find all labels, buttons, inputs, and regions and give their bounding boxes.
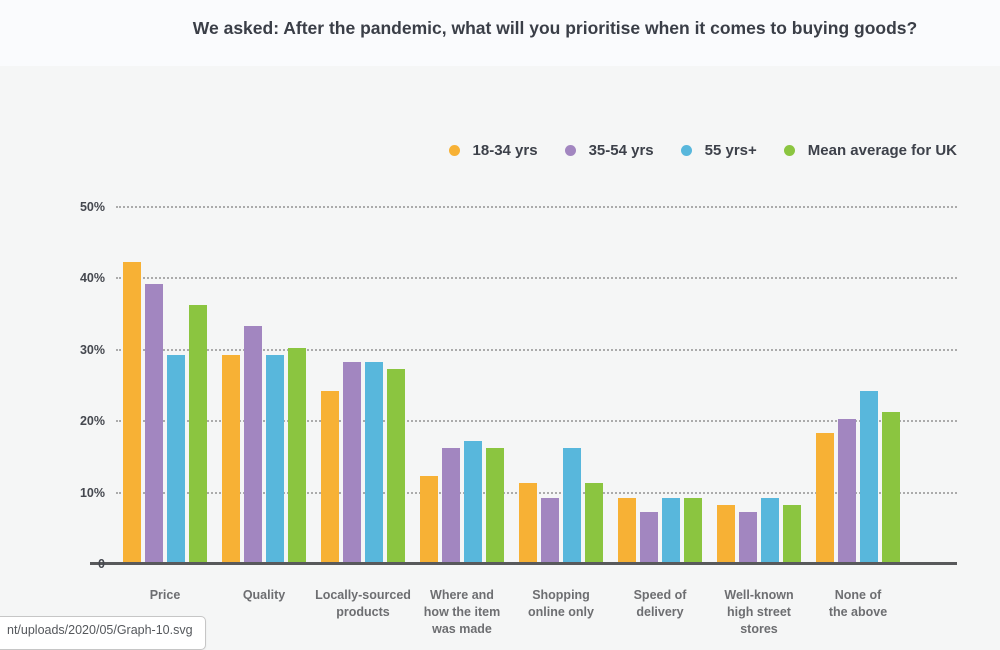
x-axis-baseline <box>90 562 957 565</box>
bar <box>145 284 163 562</box>
category-label: Speed of delivery <box>633 588 687 619</box>
chart-title: We asked: After the pandemic, what will … <box>192 17 918 38</box>
gridline-30 <box>116 348 957 351</box>
legend-label: 35-54 yrs <box>588 142 654 159</box>
bar <box>882 412 900 562</box>
bar <box>816 433 834 562</box>
bar <box>739 512 757 562</box>
bar <box>541 498 559 562</box>
bar <box>519 483 537 562</box>
bar <box>618 498 636 562</box>
chart-legend: 18-34 yrs 35-54 yrs 55 yrs+ Mean average fo… <box>448 142 957 159</box>
bar-group <box>519 448 603 562</box>
bar <box>420 476 438 562</box>
legend-dot-icon <box>448 145 460 156</box>
bar <box>783 505 801 562</box>
y-axis-tick-label: 30% <box>79 342 105 357</box>
browser-status-url: nt/uploads/2020/05/Graph-10.svg <box>0 616 206 650</box>
bar <box>123 262 141 562</box>
legend-dot-icon <box>680 145 692 156</box>
bar <box>717 505 735 562</box>
category-label: Price <box>149 588 181 602</box>
bar <box>343 362 361 562</box>
y-axis-tick-label: 50% <box>79 200 105 214</box>
legend-item: 55 yrs+ <box>680 142 757 159</box>
bar <box>167 355 185 562</box>
bar <box>838 419 856 562</box>
bar <box>365 362 383 562</box>
category-label: Locally-sourced products <box>315 588 411 619</box>
category-label: Quality <box>242 588 286 602</box>
bar <box>321 391 339 562</box>
gridline-40 <box>116 277 957 280</box>
legend-item: 18-34 yrs <box>448 142 538 159</box>
y-axis-tick-label: 20% <box>79 414 105 429</box>
bar-group <box>222 326 306 562</box>
bar <box>761 498 779 562</box>
bar <box>222 355 240 562</box>
bar <box>244 326 262 562</box>
category-label: None of the above <box>828 588 888 619</box>
bar <box>585 483 603 562</box>
legend-dot-icon <box>783 145 795 156</box>
title-band <box>0 0 1000 66</box>
legend-label: Mean average for UK <box>807 142 957 159</box>
y-axis-tick-label: 10% <box>79 485 105 500</box>
category-label: Well-known high street stores <box>724 588 794 636</box>
bar <box>662 498 680 562</box>
bar-group <box>717 498 801 562</box>
legend-item: Mean average for UK <box>783 142 957 159</box>
y-axis-tick-label: 0 <box>98 557 105 571</box>
bar <box>486 448 504 562</box>
bar <box>266 355 284 562</box>
gridline-20 <box>116 420 957 423</box>
y-axis-tick-label: 40% <box>79 271 105 286</box>
bar <box>189 305 207 562</box>
category-label: Shopping online only <box>528 588 594 619</box>
legend-label: 55 yrs+ <box>704 142 757 159</box>
category-label: Where and how the item was made <box>423 588 501 636</box>
bar <box>387 369 405 562</box>
bar-group <box>321 362 405 562</box>
bar-group <box>618 498 702 562</box>
bar <box>288 348 306 562</box>
bar <box>684 498 702 562</box>
bar-group <box>123 262 207 562</box>
bar <box>563 448 581 562</box>
legend-label: 18-34 yrs <box>472 142 538 159</box>
gridline-50 <box>116 206 957 208</box>
legend-dot-icon <box>564 145 576 156</box>
bar <box>640 512 658 562</box>
bar <box>442 448 460 562</box>
bar-group <box>420 441 504 562</box>
bar <box>464 441 482 562</box>
bar-group <box>816 391 900 562</box>
legend-item: 35-54 yrs <box>564 142 654 159</box>
bar <box>860 391 878 562</box>
